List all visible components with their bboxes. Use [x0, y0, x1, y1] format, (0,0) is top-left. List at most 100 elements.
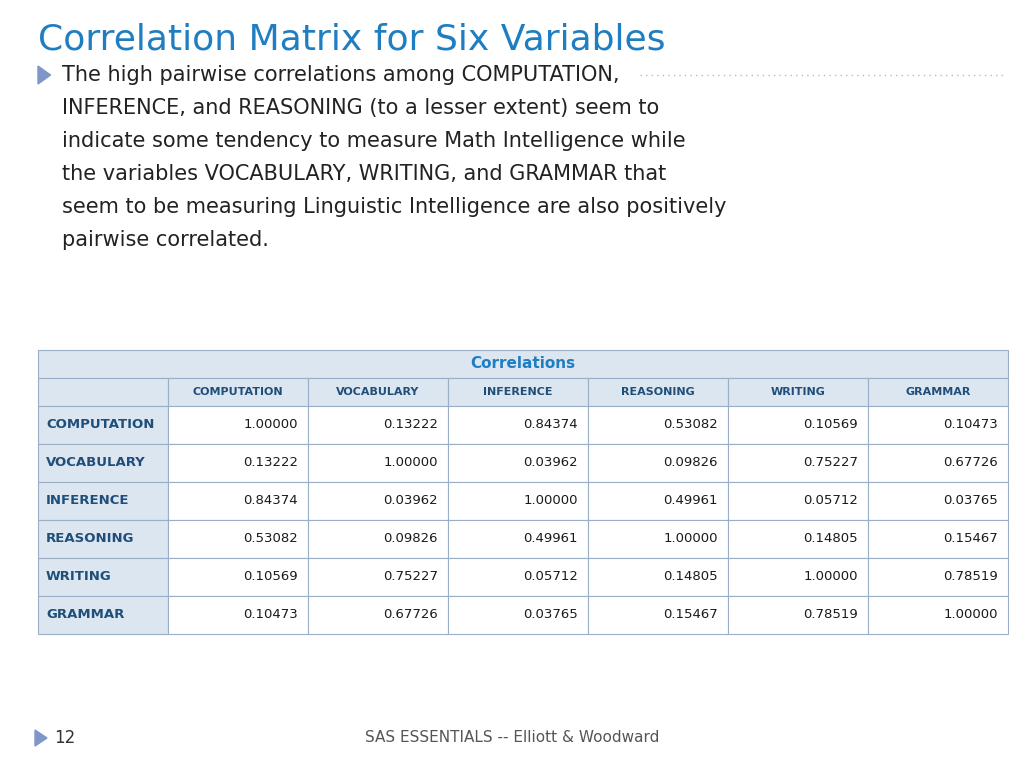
Bar [38, 596, 168, 634]
Text: 1.00000: 1.00000 [804, 571, 858, 584]
Bar [168, 558, 308, 596]
Text: VOCABULARY: VOCABULARY [336, 387, 420, 397]
Bar [168, 378, 308, 406]
Bar [168, 406, 308, 444]
Bar [449, 558, 588, 596]
Text: 0.13222: 0.13222 [383, 419, 438, 432]
Text: 0.09826: 0.09826 [384, 532, 438, 545]
Text: seem to be measuring Linguistic Intelligence are also positively: seem to be measuring Linguistic Intellig… [62, 197, 726, 217]
Bar [38, 520, 168, 558]
Bar [868, 444, 1008, 482]
Bar [449, 520, 588, 558]
Bar [168, 444, 308, 482]
Bar [588, 482, 728, 520]
Bar [449, 378, 588, 406]
Bar [308, 482, 449, 520]
Text: 12: 12 [54, 729, 75, 747]
Polygon shape [35, 730, 47, 746]
Bar [449, 482, 588, 520]
Text: 0.10569: 0.10569 [804, 419, 858, 432]
Bar [588, 406, 728, 444]
Text: 0.13222: 0.13222 [243, 456, 298, 469]
Bar [728, 406, 868, 444]
Text: REASONING: REASONING [46, 532, 134, 545]
Bar [728, 520, 868, 558]
Bar [38, 350, 1008, 378]
Bar [868, 482, 1008, 520]
Bar [449, 596, 588, 634]
Bar [38, 482, 168, 520]
Bar [588, 444, 728, 482]
Text: 0.14805: 0.14805 [664, 571, 718, 584]
Text: 0.84374: 0.84374 [523, 419, 578, 432]
Text: 0.75227: 0.75227 [383, 571, 438, 584]
Text: VOCABULARY: VOCABULARY [46, 456, 145, 469]
Text: 0.03765: 0.03765 [943, 495, 998, 508]
Bar [588, 558, 728, 596]
Bar [38, 378, 168, 406]
Bar [728, 558, 868, 596]
Text: the variables VOCABULARY, WRITING, and GRAMMAR that: the variables VOCABULARY, WRITING, and G… [62, 164, 667, 184]
Text: WRITING: WRITING [771, 387, 825, 397]
Bar [868, 520, 1008, 558]
Bar [868, 406, 1008, 444]
Text: SAS ESSENTIALS -- Elliott & Woodward: SAS ESSENTIALS -- Elliott & Woodward [365, 730, 659, 746]
Bar [308, 444, 449, 482]
Bar [449, 406, 588, 444]
Text: 0.03765: 0.03765 [523, 608, 578, 621]
Text: 0.78519: 0.78519 [803, 608, 858, 621]
Bar [308, 406, 449, 444]
Text: INFERENCE: INFERENCE [46, 495, 129, 508]
Text: 0.05712: 0.05712 [803, 495, 858, 508]
Text: 0.09826: 0.09826 [664, 456, 718, 469]
Bar [38, 558, 168, 596]
Text: 0.67726: 0.67726 [943, 456, 998, 469]
Bar [308, 558, 449, 596]
Text: 0.78519: 0.78519 [943, 571, 998, 584]
Text: GRAMMAR: GRAMMAR [46, 608, 124, 621]
Text: 0.03962: 0.03962 [383, 495, 438, 508]
Polygon shape [38, 66, 50, 84]
Text: 0.10473: 0.10473 [943, 419, 998, 432]
Bar [168, 596, 308, 634]
Text: 0.03962: 0.03962 [523, 456, 578, 469]
Text: COMPUTATION: COMPUTATION [46, 419, 155, 432]
Bar [588, 596, 728, 634]
Bar [728, 596, 868, 634]
Bar [868, 378, 1008, 406]
Text: GRAMMAR: GRAMMAR [905, 387, 971, 397]
Text: COMPUTATION: COMPUTATION [193, 387, 284, 397]
Bar [728, 482, 868, 520]
Text: 0.75227: 0.75227 [803, 456, 858, 469]
Bar [168, 482, 308, 520]
Text: 0.84374: 0.84374 [244, 495, 298, 508]
Text: 1.00000: 1.00000 [664, 532, 718, 545]
Bar [588, 378, 728, 406]
Text: 1.00000: 1.00000 [384, 456, 438, 469]
Text: 0.53082: 0.53082 [244, 532, 298, 545]
Text: 1.00000: 1.00000 [523, 495, 578, 508]
Bar [728, 378, 868, 406]
Text: Correlations: Correlations [470, 356, 575, 372]
Text: The high pairwise correlations among COMPUTATION,: The high pairwise correlations among COM… [62, 65, 620, 85]
Text: INFERENCE: INFERENCE [483, 387, 553, 397]
Text: 0.14805: 0.14805 [804, 532, 858, 545]
Bar [868, 558, 1008, 596]
Text: 0.05712: 0.05712 [523, 571, 578, 584]
Text: 0.15467: 0.15467 [943, 532, 998, 545]
Bar [728, 444, 868, 482]
Text: 0.15467: 0.15467 [664, 608, 718, 621]
Text: pairwise correlated.: pairwise correlated. [62, 230, 269, 250]
Text: WRITING: WRITING [46, 571, 112, 584]
Text: 0.49961: 0.49961 [523, 532, 578, 545]
Bar [868, 596, 1008, 634]
Bar [308, 378, 449, 406]
Text: 1.00000: 1.00000 [943, 608, 998, 621]
Text: 0.53082: 0.53082 [664, 419, 718, 432]
Text: 0.10473: 0.10473 [244, 608, 298, 621]
Text: 0.49961: 0.49961 [664, 495, 718, 508]
Text: INFERENCE, and REASONING (to a lesser extent) seem to: INFERENCE, and REASONING (to a lesser ex… [62, 98, 659, 118]
Bar [168, 520, 308, 558]
Bar [588, 520, 728, 558]
Bar [38, 406, 168, 444]
